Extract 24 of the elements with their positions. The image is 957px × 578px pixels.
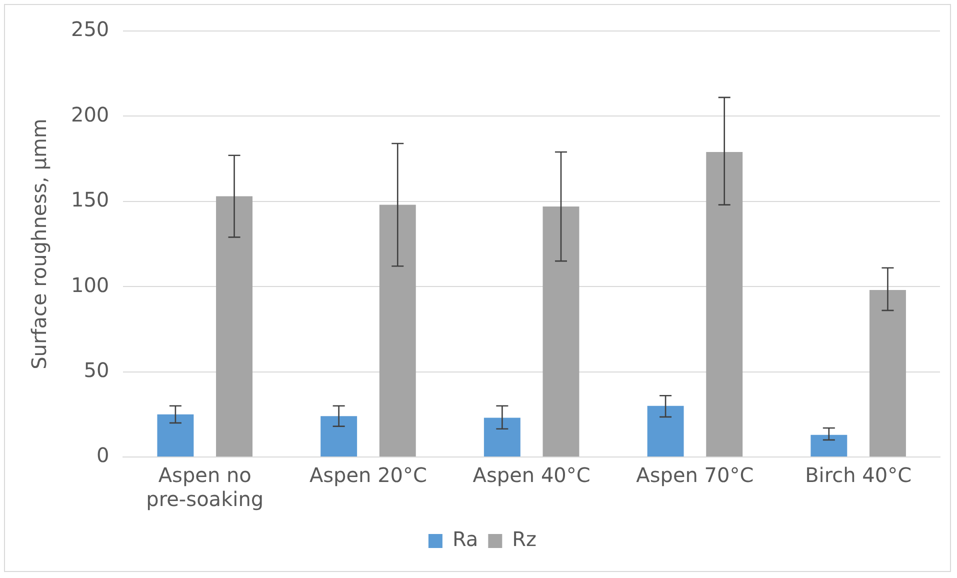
x-tick-label: Birch 40°C	[805, 463, 912, 488]
y-tick-label: 0	[96, 443, 110, 468]
legend-label: Ra	[452, 527, 478, 552]
bar	[542, 206, 580, 456]
x-tick-label: Aspen 70°C	[636, 463, 754, 488]
y-axis-title: Surface roughness, μmm	[27, 118, 52, 370]
bar	[484, 418, 520, 456]
y-tick-label: 200	[70, 102, 110, 126]
bar	[157, 414, 194, 456]
bar	[869, 290, 906, 456]
bar	[810, 434, 848, 456]
x-tick-label: Aspen no pre-soaking	[146, 463, 264, 512]
y-tick-label: 150	[70, 188, 110, 212]
x-tick-label: Aspen 40°C	[472, 463, 590, 488]
y-tick-label: 250	[70, 17, 110, 42]
x-tick-label: Aspen 20°C	[309, 463, 428, 488]
bar	[379, 204, 416, 456]
y-tick-label: 100	[70, 272, 110, 297]
legend-label: Rz	[512, 527, 537, 552]
bar	[216, 196, 252, 456]
y-tick-label: 50	[84, 358, 110, 382]
bar	[647, 406, 684, 456]
bar	[706, 152, 743, 456]
bar	[320, 416, 358, 456]
